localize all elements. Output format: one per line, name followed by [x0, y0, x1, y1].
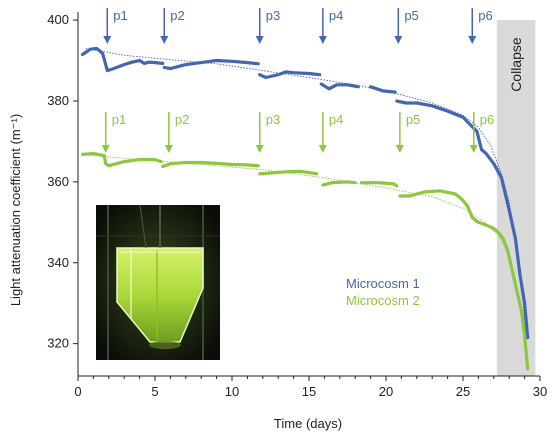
collapse-label: Collapse [508, 37, 524, 92]
x-tick-label: 5 [151, 384, 158, 399]
microcosm-photo [96, 204, 220, 360]
x-ticks: 0 5 10 15 20 25 30 [74, 376, 547, 399]
perturbation-arrowhead [318, 145, 327, 153]
perturbation-label: p5 [404, 8, 418, 23]
perturbation-label: p2 [175, 112, 189, 127]
perturbation-label: p3 [266, 8, 280, 23]
perturbation-arrowhead [255, 36, 264, 44]
y-tick-label: 400 [47, 12, 69, 27]
perturbation-annotations: p1 p2 p3 p4 p5 p6 p1 p2 p3 p4 p5 p6 [101, 8, 494, 153]
series-microcosm-2-segment [359, 181, 399, 188]
y-axis-title: Light attenuation coefficient (m⁻¹) [8, 114, 23, 306]
x-tick-label: 15 [302, 384, 316, 399]
x-tick-label: 0 [74, 384, 81, 399]
perturbation-label: p1 [113, 8, 127, 23]
perturbation-arrowhead [469, 145, 478, 153]
series-microcosm-2-segment [398, 189, 530, 371]
perturbation-arrowhead [101, 145, 110, 153]
perturbation-label: p6 [480, 112, 494, 127]
y-tick-label: 360 [47, 174, 69, 189]
perturbation-arrowhead [468, 36, 477, 44]
series-microcosm-1-segment [395, 99, 530, 340]
x-tick-label: 30 [533, 384, 547, 399]
perturbation-arrowhead [103, 36, 112, 44]
y-ticks: 320 340 360 380 400 [47, 12, 78, 351]
legend: Microcosm 1 Microcosm 2 [346, 276, 420, 308]
series-microcosm-2-segment [321, 180, 357, 187]
series-microcosm-1-segment [80, 46, 165, 73]
fit-line-microcosm-2 [85, 154, 527, 352]
series-microcosm-2-segment [80, 152, 163, 168]
perturbation-arrowhead [255, 145, 264, 153]
x-tick-label: 25 [456, 384, 470, 399]
collapse-region [496, 20, 536, 376]
perturbation-arrowhead [394, 36, 403, 44]
series-microcosm-1-segment [369, 85, 397, 94]
y-tick-label: 380 [47, 93, 69, 108]
x-tick-label: 10 [225, 384, 239, 399]
perturbation-label: p4 [329, 112, 343, 127]
series-microcosm-1-segment [319, 82, 360, 91]
perturbation-label: p1 [112, 112, 126, 127]
perturbation-label: p2 [170, 8, 184, 23]
y-tick-label: 340 [47, 255, 69, 270]
series-microcosm-1-segment [258, 70, 322, 80]
perturbation-label: p4 [329, 8, 343, 23]
x-axis-title: Time (days) [274, 416, 342, 431]
series-lines [80, 46, 530, 371]
perturbation-arrowhead [160, 36, 169, 44]
perturbation-arrowhead [164, 145, 173, 153]
perturbation-label: p3 [266, 112, 280, 127]
perturbation-arrowhead [395, 145, 404, 153]
perturbation-arrowhead [318, 36, 327, 44]
series-microcosm-2-segment [161, 160, 260, 169]
perturbation-label: p6 [478, 8, 492, 23]
series-microcosm-2-segment [258, 169, 319, 176]
legend-microcosm-1: Microcosm 1 [346, 276, 420, 291]
perturbation-label: p5 [406, 112, 420, 127]
y-tick-label: 320 [47, 336, 69, 351]
legend-microcosm-2: Microcosm 2 [346, 293, 420, 308]
series-microcosm-1-segment [162, 58, 260, 71]
x-tick-label: 20 [379, 384, 393, 399]
